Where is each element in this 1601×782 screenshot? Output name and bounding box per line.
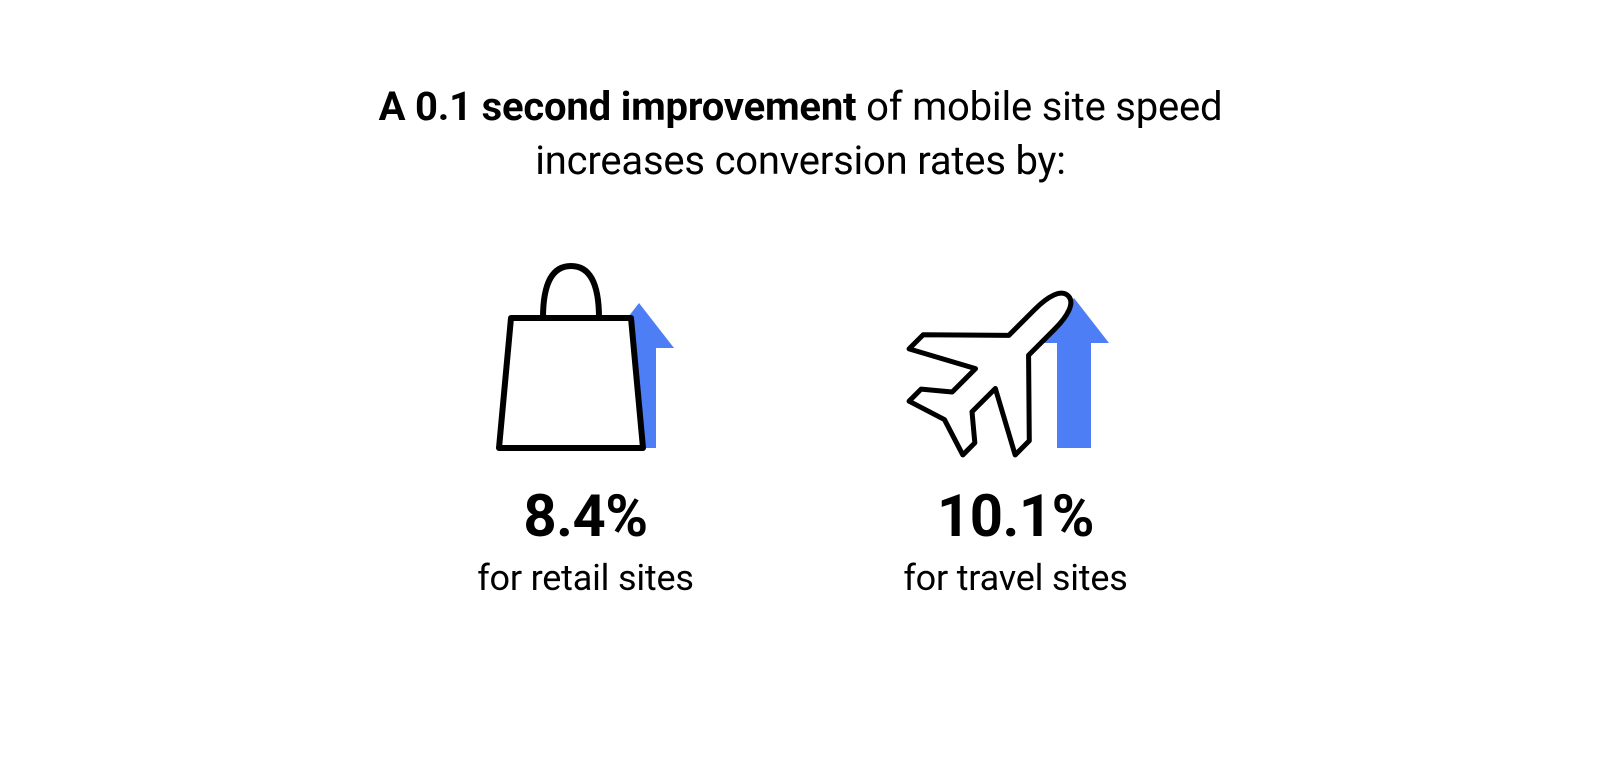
travel-value: 10.1% [937,483,1094,551]
headline-bold-part: A 0.1 second improvement [379,83,857,130]
headline-line2: increases conversion rates by: [535,137,1066,184]
headline-rest-line1: of mobile site speed [856,83,1222,130]
retail-value: 8.4% [523,483,647,551]
retail-stat: 8.4% for retail sites [426,248,746,599]
retail-icon-wrap [471,248,701,458]
travel-stat: 10.1% for travel sites [856,248,1176,599]
stats-container: 8.4% for retail sites 10.1% for travel s… [426,248,1176,599]
airplane-icon [886,248,1146,458]
travel-icon-wrap [886,248,1146,458]
travel-label: for travel sites [903,557,1127,599]
retail-label: for retail sites [477,557,694,599]
headline-text: A 0.1 second improvement of mobile site … [379,80,1223,188]
shopping-bag-icon [471,248,701,458]
